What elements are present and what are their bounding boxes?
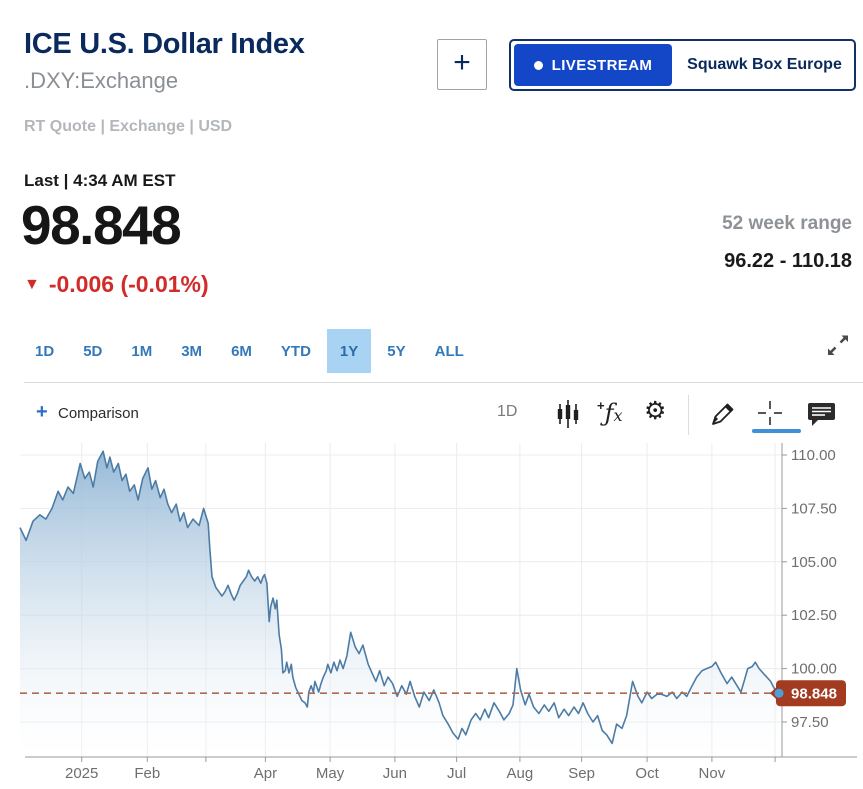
symbol-exchange: .DXY:Exchange [24,68,179,93]
svg-text:Apr: Apr [254,765,277,782]
svg-text:97.50: 97.50 [791,714,829,731]
livestream-button[interactable]: LIVESTREAM [514,44,672,86]
toolbar-divider [688,395,689,435]
svg-text:Nov: Nov [699,765,726,782]
last-price: 98.848 [21,194,182,256]
tab-5y[interactable]: 5Y [387,342,406,360]
down-arrow-icon: ▼ [24,275,40,293]
tab-1y[interactable]: 1Y [326,329,372,373]
section-divider [24,382,863,383]
live-dot-icon [533,60,543,70]
svg-text:May: May [316,765,345,782]
range-value: 96.22 - 110.18 [724,250,852,272]
tab-1d[interactable]: 1D [35,342,55,360]
tab-5d[interactable]: 5D [83,342,103,360]
change-text: -0.006 (-0.01%) [48,271,209,297]
settings-gear-icon[interactable]: ⚙ [644,397,667,425]
svg-text:110.00: 110.00 [791,447,836,464]
svg-text:98.848: 98.848 [791,686,837,703]
price-chart[interactable]: 2025 Feb Apr May Jun Jul Aug Sep Oct Nov 110.00 107… [0,443,863,789]
last-timestamp: Last | 4:34 AM EST [24,171,176,190]
timeframe-tabs: 1D 5D 1M 3M 6M YTD 1Y 5Y ALL [22,329,480,373]
svg-text:Oct: Oct [635,765,659,782]
candlestick-chart-icon[interactable] [553,398,583,430]
svg-text:Jun: Jun [383,765,407,782]
livestream-widget[interactable]: LIVESTREAM Squawk Box Europe [509,39,856,91]
function-fx-icon[interactable]: +ƒx [597,398,623,427]
svg-text:100.00: 100.00 [791,661,837,678]
draw-pencil-icon[interactable] [706,397,738,429]
svg-text:Sep: Sep [568,765,595,782]
svg-text:102.50: 102.50 [791,607,837,624]
price-change: ▼ -0.006 (-0.01%) [24,271,209,298]
svg-text:Jul: Jul [447,765,466,782]
add-to-watchlist-button[interactable]: + [437,39,487,90]
interval-selector[interactable]: 1D [497,403,518,420]
range-label: 52 week range [722,213,852,234]
comparison-plus-icon[interactable]: + [36,401,48,423]
tab-1m[interactable]: 1M [131,342,153,360]
active-tool-underline [752,429,801,433]
tab-3m[interactable]: 3M [181,342,203,360]
livestream-show-name[interactable]: Squawk Box Europe [687,56,842,73]
tab-ytd[interactable]: YTD [280,342,311,360]
svg-text:2025: 2025 [65,765,98,782]
svg-text:105.00: 105.00 [791,554,837,571]
svg-text:Feb: Feb [134,765,160,782]
page-title: ICE U.S. Dollar Index [24,28,305,60]
tab-all[interactable]: ALL [434,342,464,360]
svg-text:Aug: Aug [507,765,534,782]
quote-meta: RT Quote | Exchange | USD [24,118,233,135]
comparison-button[interactable]: Comparison [58,405,139,422]
svg-text:107.50: 107.50 [791,500,837,517]
expand-chart-icon[interactable] [825,332,851,358]
livestream-label: LIVESTREAM [551,56,653,74]
tab-6m[interactable]: 6M [231,342,252,360]
annotation-comment-icon[interactable] [806,400,838,428]
crosshair-icon[interactable] [755,398,785,428]
